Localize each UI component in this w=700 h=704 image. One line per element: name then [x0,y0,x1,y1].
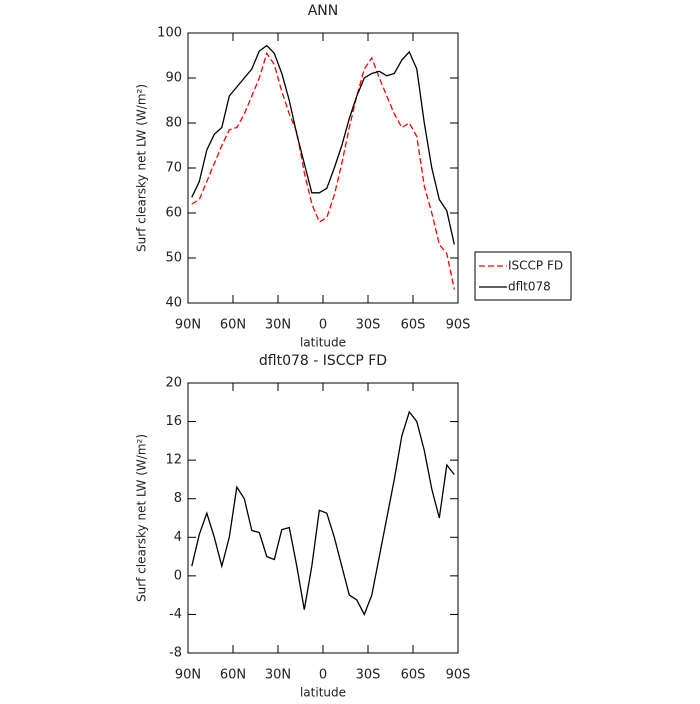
chart-title: ANN [308,3,339,19]
legend-label: dflt078 [508,280,551,294]
data-line [191,51,455,290]
x-tick-label: 30S [356,668,381,683]
y-tick-label: -8 [169,646,182,661]
x-axis-label: latitude [300,336,346,350]
x-tick-label: 60S [401,668,426,683]
x-tick-label: 90S [446,668,471,683]
chart-title: dflt078 - ISCCP FD [259,353,387,369]
data-line [191,410,455,616]
y-tick-label: -4 [169,607,182,622]
x-tick-label: 90S [446,318,471,333]
y-tick-label: 90 [165,71,182,86]
y-tick-label: 8 [174,491,182,506]
x-tick-label: 60S [401,318,426,333]
y-tick-label: 12 [165,453,182,468]
legend-box [474,251,572,301]
y-tick-label: 0 [174,568,182,583]
y-tick-label: 4 [174,530,182,545]
legend: ISCCP FD dflt078 [474,251,572,301]
y-tick-label: 40 [165,296,182,311]
x-tick-label: 0 [319,668,327,683]
y-axis-label: Surf clearsky net LW (W/m²) [135,84,149,252]
y-axis-label: Surf clearsky net LW (W/m²) [135,434,149,602]
x-tick-label: 0 [319,318,327,333]
x-tick-label: 30N [265,668,291,683]
x-tick-label: 60N [220,318,246,333]
y-tick-label: 16 [165,414,182,429]
legend-label: ISCCP FD [508,259,563,273]
y-tick-label: 70 [165,161,182,176]
y-tick-label: 60 [165,206,182,221]
x-tick-label: 90N [175,318,201,333]
x-axis-label: latitude [300,686,346,700]
y-tick-label: 80 [165,116,182,131]
data-line [191,44,455,245]
x-tick-label: 60N [220,668,246,683]
y-tick-label: 100 [157,26,182,41]
x-tick-label: 30N [265,318,291,333]
y-tick-label: 50 [165,251,182,266]
x-tick-label: 30S [356,318,381,333]
x-tick-label: 90N [175,668,201,683]
y-tick-label: 20 [165,376,182,391]
